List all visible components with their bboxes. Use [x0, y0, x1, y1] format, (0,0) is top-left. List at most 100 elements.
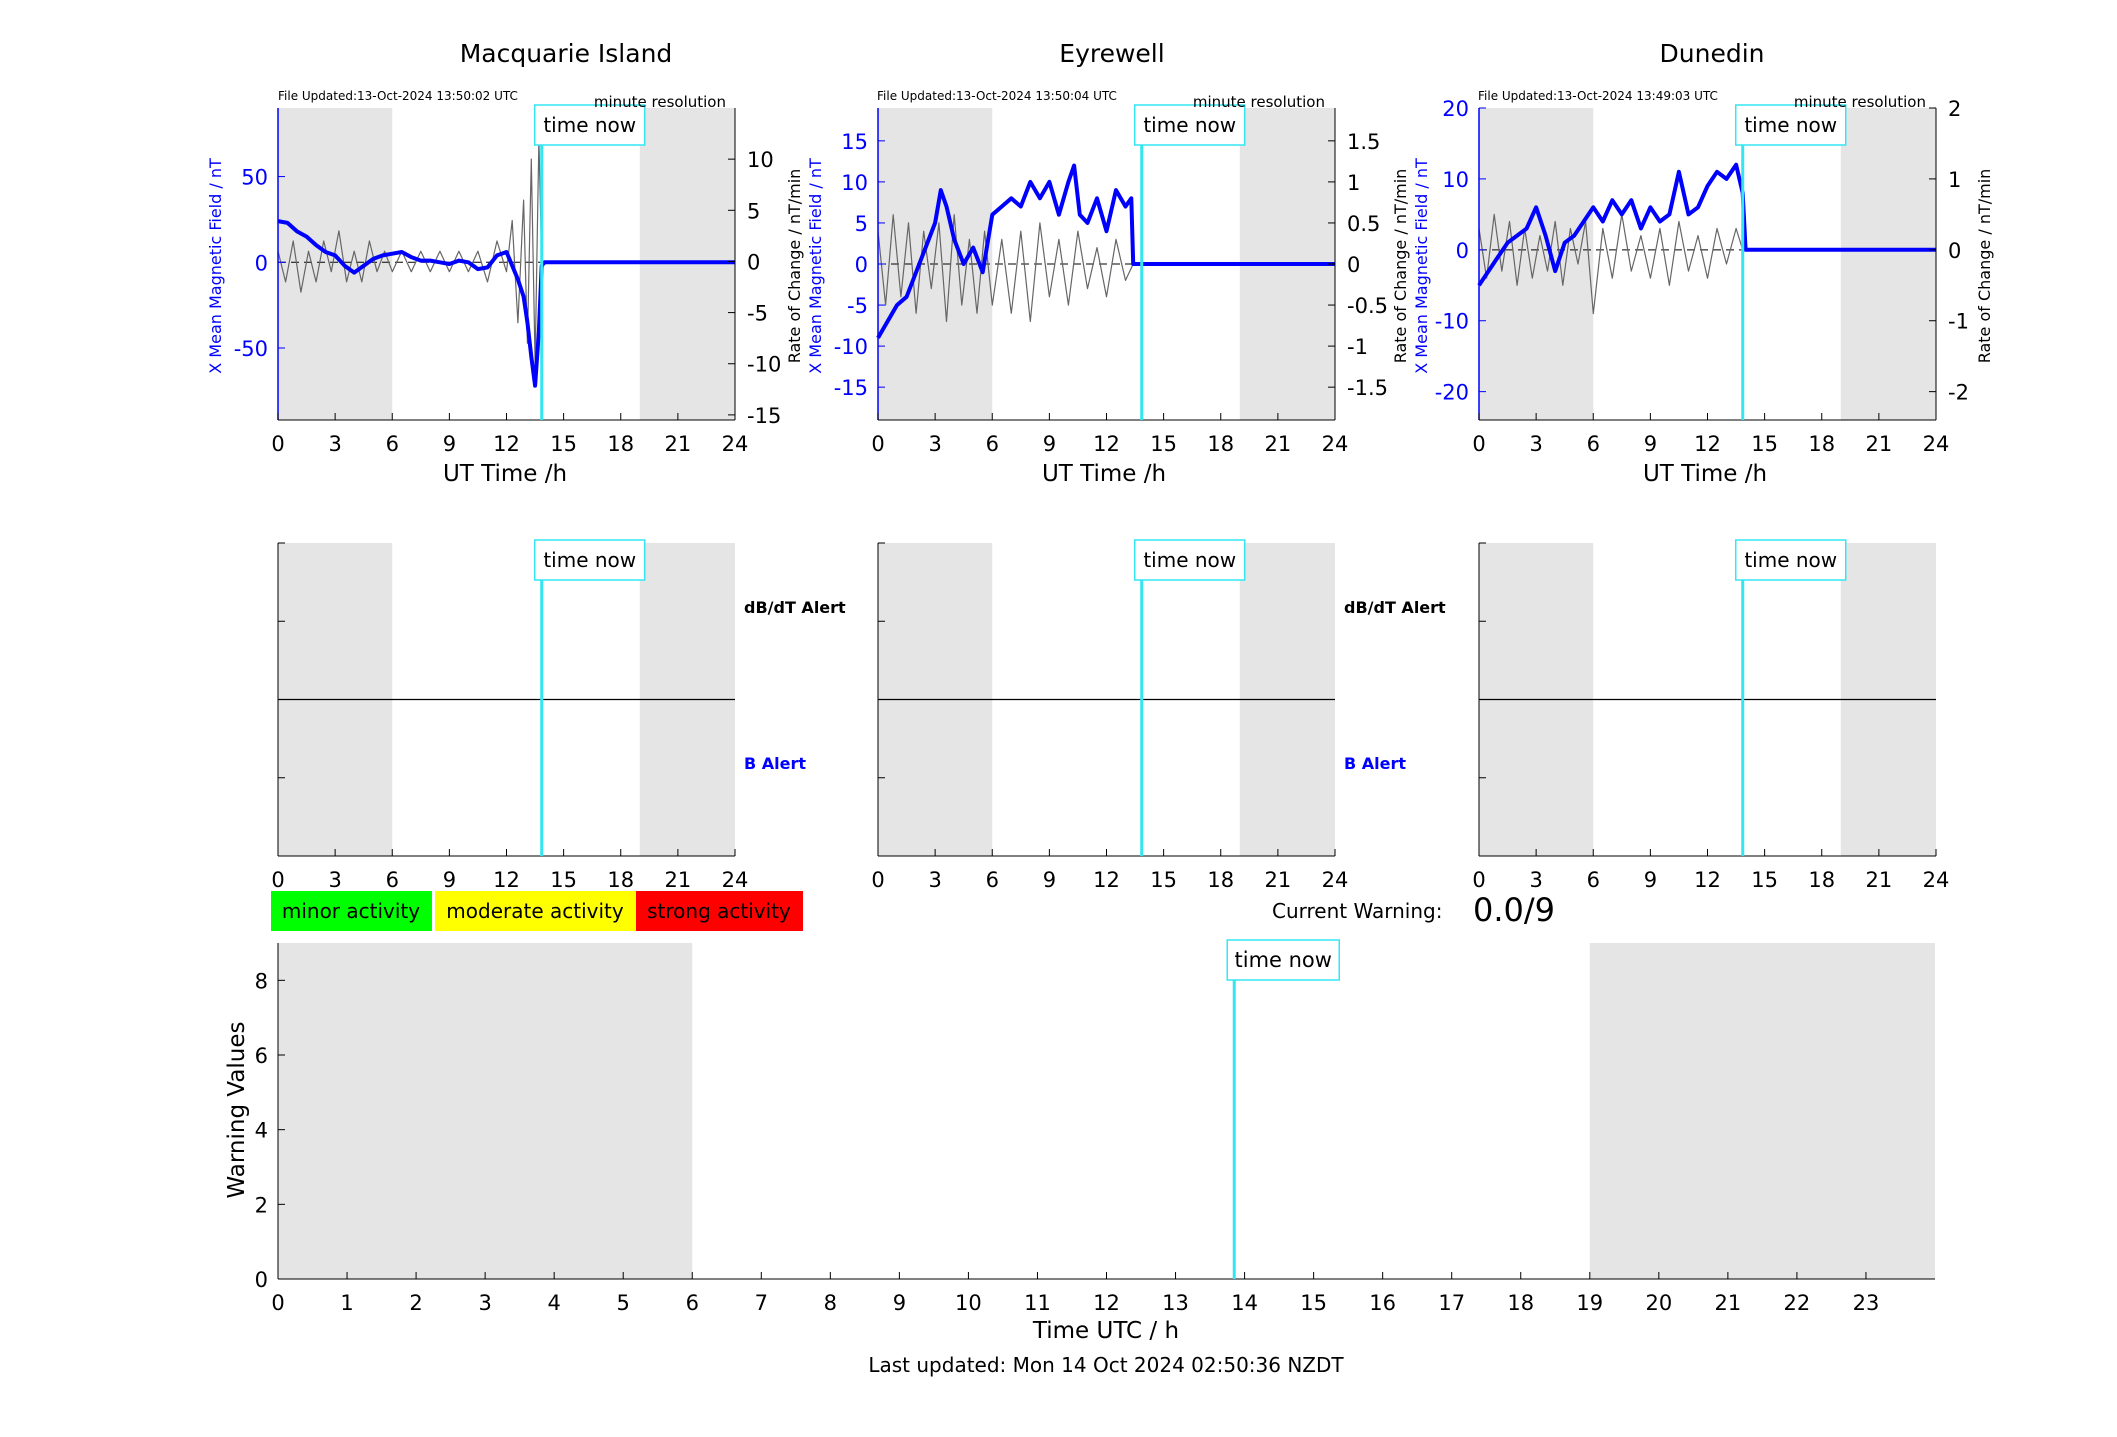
time-now-label: time now	[1143, 548, 1236, 572]
right-y-tick-label: 1.5	[1347, 130, 1380, 154]
x-tick-label: 3	[928, 868, 941, 892]
strong-activity-swatch	[636, 891, 803, 931]
right-y-tick-label: 5	[747, 199, 760, 223]
right-y-tick-label: 0	[1948, 239, 1961, 263]
x-tick-label: 0	[271, 868, 284, 892]
left-y-axis-title: X Mean Magnetic Field / nT	[1412, 158, 1431, 374]
field-panel-eyrewell: 15 10 5 0 -5 -10 -15 1.5 1 0.5 0 -0.5 -1 -1.5 0 3 6 9 12 15…	[785, 39, 1388, 487]
night-shading-1	[1840, 108, 1936, 420]
y-tick-label: 8	[255, 969, 268, 993]
dbdt-alert-label: dB/dT Alert	[744, 598, 846, 617]
x-tick-label: 22	[1784, 1291, 1811, 1315]
plot-area: 0 3 6 9 12 15 18 21 24 time now	[1472, 539, 1950, 892]
x-tick-label: 12	[1093, 432, 1120, 456]
dbdt-alert-label: dB/dT Alert	[1344, 598, 1446, 617]
x-tick-label: 5	[617, 1291, 630, 1315]
left-y-tick-label: -10	[1435, 310, 1469, 334]
x-tick-label: 3	[328, 432, 341, 456]
left-y-tick-label: -50	[234, 337, 268, 361]
right-y-tick-label: 0	[747, 250, 760, 274]
right-y-tick-label: 0	[1347, 253, 1360, 277]
time-now-label: time now	[1235, 948, 1332, 972]
alert-panel-dunedin: 0 3 6 9 12 15 18 21 24 time now	[1472, 539, 1950, 892]
file-updated-label: File Updated:13-Oct-2024 13:49:03 UTC	[1478, 89, 1718, 103]
left-y-tick-label: 0	[255, 251, 268, 275]
right-y-axis-title: Rate of Change / nT/min	[785, 169, 804, 364]
left-y-tick-label: -20	[1435, 381, 1469, 405]
night-shading-0	[1479, 108, 1594, 420]
x-tick-label: 21	[1265, 868, 1292, 892]
x-tick-label: 0	[871, 432, 884, 456]
time-now-box	[1133, 539, 1246, 581]
x-tick-label: 3	[478, 1291, 491, 1315]
right-y-tick-label: -5	[747, 302, 768, 326]
alert-panel-macquarie-island: 0 3 6 9 12 15 18 21 24 time now dB/dT Alert B Ale…	[271, 539, 846, 892]
x-tick-label: 3	[328, 868, 341, 892]
night-shading-1	[1589, 943, 1935, 1279]
last-updated-label: Last updated: Mon 14 Oct 2024 02:50:36 N…	[868, 1353, 1344, 1377]
x-tick-label: 24	[1923, 868, 1950, 892]
x-tick-label: 18	[1808, 868, 1835, 892]
x-tick-label: 0	[1472, 432, 1485, 456]
x-tick-label: 18	[1207, 432, 1234, 456]
left-y-tick-label: -5	[847, 294, 868, 318]
x-tick-label: 21	[1265, 432, 1292, 456]
x-tick-label: 9	[443, 432, 456, 456]
x-tick-label: 9	[443, 868, 456, 892]
x-tick-label: 2	[409, 1291, 422, 1315]
x-tick-label: 11	[1024, 1291, 1051, 1315]
time-now-label: time now	[1744, 113, 1837, 137]
x-tick-label: 9	[1644, 868, 1657, 892]
x-tick-label: 18	[607, 868, 634, 892]
x-tick-label: 15	[550, 868, 577, 892]
panel-title: Eyrewell	[1059, 39, 1164, 68]
right-y-axis-title: Rate of Change / nT/min	[1975, 169, 1994, 364]
x-tick-label: 6	[386, 432, 399, 456]
x-tick-label: 15	[1751, 868, 1778, 892]
x-tick-label: 10	[955, 1291, 982, 1315]
minor-activity-swatch	[271, 891, 432, 931]
x-tick-label: 20	[1645, 1291, 1672, 1315]
b-alert-label: B Alert	[744, 754, 806, 773]
x-axis-title: UT Time /h	[1643, 461, 1767, 487]
x-tick-label: 23	[1853, 1291, 1880, 1315]
file-updated-label: File Updated:13-Oct-2024 13:50:04 UTC	[877, 89, 1117, 103]
right-y-tick-label: 0.5	[1347, 212, 1380, 236]
current-warning-value: 0.0/9	[1473, 891, 1555, 929]
x-axis-title: UT Time /h	[1042, 461, 1166, 487]
x-tick-label: 1	[340, 1291, 353, 1315]
time-now-box	[1734, 539, 1847, 581]
x-tick-label: 21	[665, 868, 692, 892]
x-tick-label: 6	[686, 1291, 699, 1315]
y-axis-title: Warning Values	[224, 1021, 250, 1198]
x-tick-label: 16	[1369, 1291, 1396, 1315]
time-now-box	[1133, 104, 1246, 146]
left-y-tick-label: 15	[841, 130, 868, 154]
magnetic-field-line	[876, 163, 1335, 339]
x-tick-label: 12	[1093, 868, 1120, 892]
x-tick-label: 21	[665, 432, 692, 456]
x-tick-label: 15	[1751, 432, 1778, 456]
left-rate-axis-title: Rate of Change / nT/min	[1391, 169, 1410, 364]
left-y-tick-label: 20	[1442, 97, 1469, 121]
x-tick-label: 18	[1207, 868, 1234, 892]
plot-area: 0 3 6 9 12 15 18 21 24 time now	[271, 539, 749, 892]
x-tick-label: 18	[1808, 432, 1835, 456]
x-tick-label: 9	[1644, 432, 1657, 456]
x-tick-label: 0	[1472, 868, 1485, 892]
x-tick-label: 4	[547, 1291, 560, 1315]
x-tick-label: 8	[824, 1291, 837, 1315]
right-y-tick-label: 10	[747, 148, 774, 172]
x-tick-label: 21	[1715, 1291, 1742, 1315]
x-tick-label: 3	[1529, 868, 1542, 892]
x-tick-label: 6	[386, 868, 399, 892]
left-y-tick-label: 5	[855, 212, 868, 236]
x-tick-label: 15	[550, 432, 577, 456]
x-tick-label: 0	[271, 1291, 284, 1315]
x-tick-label: 24	[722, 868, 749, 892]
